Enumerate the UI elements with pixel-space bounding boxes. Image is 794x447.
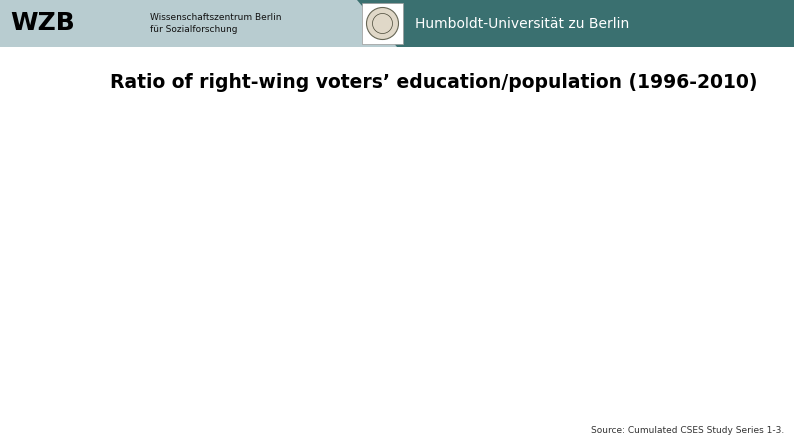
Text: WZB: WZB	[10, 12, 75, 35]
Text: Humboldt-Universität zu Berlin: Humboldt-Universität zu Berlin	[415, 17, 630, 30]
Bar	[362, 3, 403, 44]
Circle shape	[367, 8, 399, 39]
Bar	[0, 0, 794, 47]
Text: Ratio of right-wing voters’ education/population (1996-2010): Ratio of right-wing voters’ education/po…	[110, 72, 757, 92]
Bar	[0, 47, 794, 447]
Polygon shape	[357, 0, 794, 47]
Text: Source: Cumulated CSES Study Series 1-3.: Source: Cumulated CSES Study Series 1-3.	[591, 426, 784, 435]
Text: Wissenschaftszentrum Berlin
für Sozialforschung: Wissenschaftszentrum Berlin für Sozialfo…	[150, 13, 282, 34]
